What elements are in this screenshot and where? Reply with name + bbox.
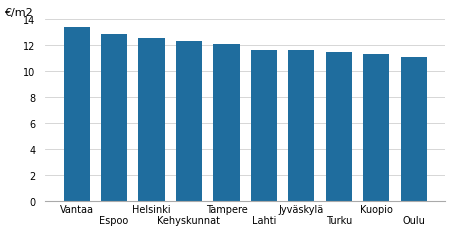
Text: Lahti: Lahti <box>252 215 276 225</box>
Text: Helsinki: Helsinki <box>132 204 171 214</box>
Text: Kehyskunnat: Kehyskunnat <box>158 215 221 225</box>
Text: Turku: Turku <box>326 215 352 225</box>
Text: Kuopio: Kuopio <box>360 204 393 214</box>
Text: Espoo: Espoo <box>99 215 129 225</box>
Bar <box>288 51 315 202</box>
Bar <box>326 53 352 202</box>
Text: Jyväskylä: Jyväskylä <box>279 204 324 214</box>
Bar <box>138 39 165 202</box>
Bar <box>363 55 390 202</box>
Bar <box>251 51 277 202</box>
Text: Oulu: Oulu <box>402 215 425 225</box>
Text: Vantaa: Vantaa <box>59 204 94 214</box>
Text: Tampere: Tampere <box>206 204 247 214</box>
Bar <box>176 42 202 202</box>
Text: €/m2: €/m2 <box>5 8 33 18</box>
Bar <box>213 45 240 202</box>
Bar <box>64 28 90 202</box>
Bar <box>400 58 427 202</box>
Bar <box>101 35 127 202</box>
